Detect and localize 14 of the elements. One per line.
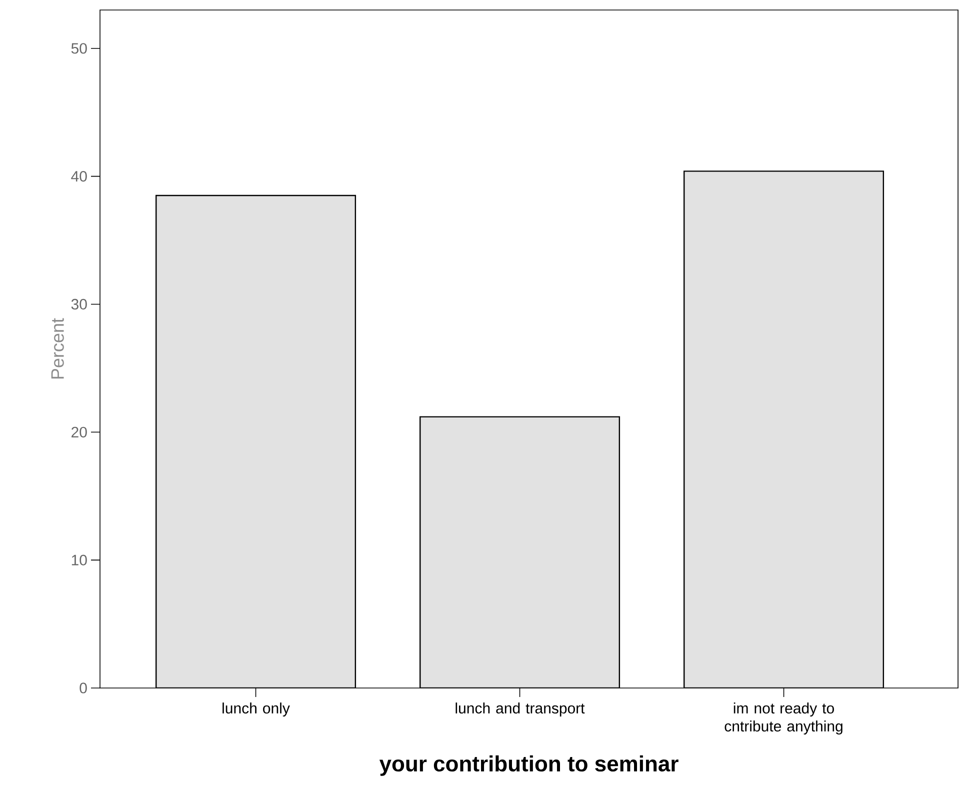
y-tick-label: 50 <box>71 43 87 54</box>
y-tick-label: 40 <box>71 170 87 182</box>
bar <box>156 195 356 688</box>
y-tick-label: 10 <box>72 554 87 566</box>
x-tick-label: lunch and transport <box>456 702 585 717</box>
x-tick-label: im not ready to cntribute anything <box>724 702 842 735</box>
y-tick-label: 20 <box>72 426 87 438</box>
y-tick-label: 0 <box>80 682 87 694</box>
bar <box>420 416 620 688</box>
x-axis-title: your contribution to seminar <box>379 755 678 776</box>
y-tick-label: 30 <box>71 298 87 310</box>
bar <box>684 170 884 688</box>
x-tick-label: lunch only <box>222 702 290 717</box>
y-axis-title: Percent <box>51 318 64 379</box>
